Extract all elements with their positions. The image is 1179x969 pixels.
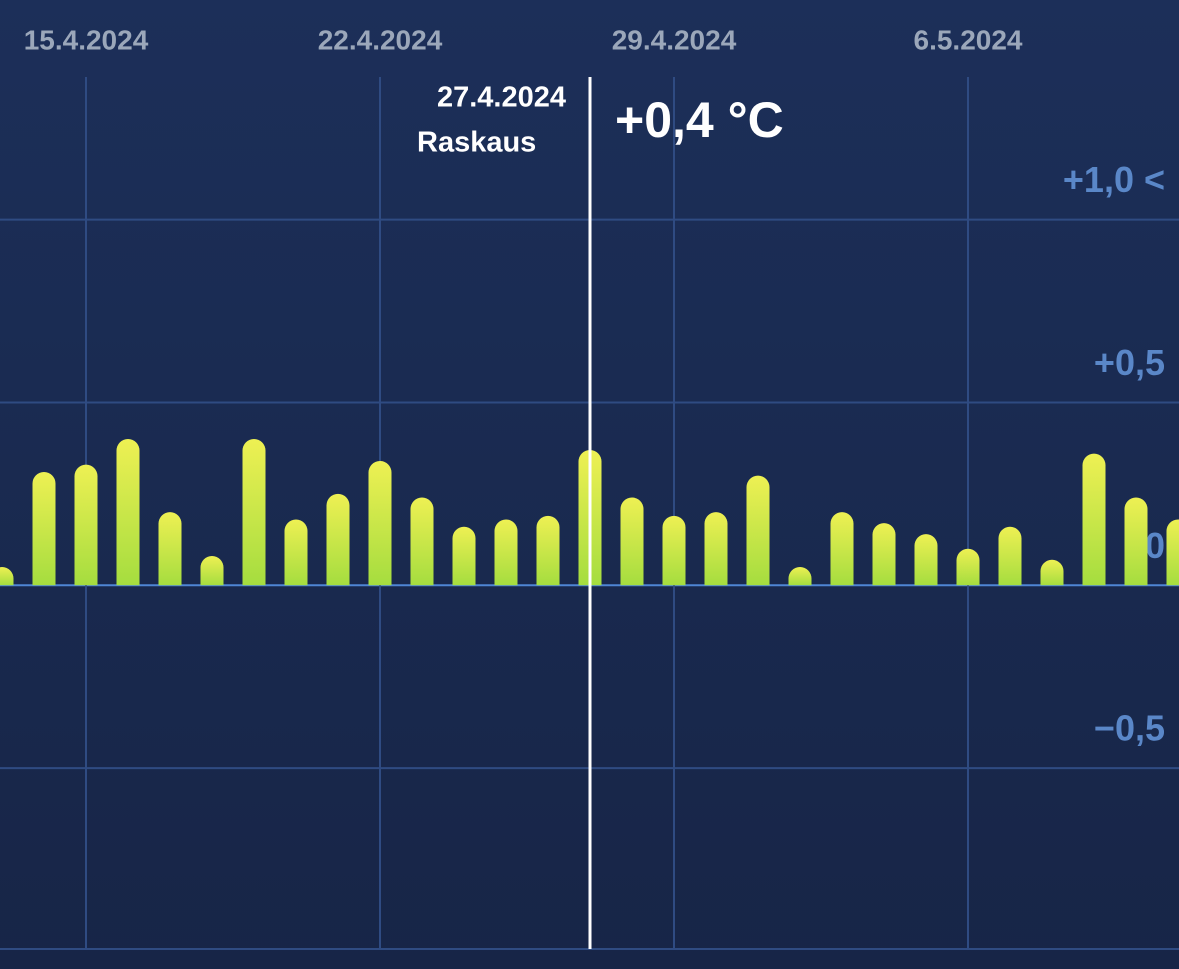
bar — [410, 497, 434, 586]
bar — [872, 523, 896, 586]
bar — [746, 475, 770, 586]
bar — [788, 567, 812, 586]
x-tick-label: 15.4.2024 — [24, 24, 149, 55]
bar — [830, 512, 854, 586]
y-tick-label: +0,5 — [1094, 342, 1165, 383]
x-tick-label: 29.4.2024 — [612, 24, 737, 55]
bar — [368, 460, 392, 586]
bar — [116, 439, 140, 586]
bar — [0, 567, 14, 586]
bar — [284, 519, 308, 586]
bar — [74, 464, 98, 586]
y-tick-label: −0,5 — [1094, 708, 1165, 749]
bar — [326, 493, 350, 586]
bar — [536, 515, 560, 586]
bar — [1082, 453, 1106, 586]
bar — [704, 512, 728, 586]
bar — [452, 526, 476, 586]
bar — [1040, 559, 1064, 586]
bar — [998, 526, 1022, 586]
tooltip-date: 27.4.2024 — [437, 82, 566, 114]
bar — [494, 519, 518, 586]
bar — [200, 556, 224, 586]
x-tick-label: 22.4.2024 — [318, 24, 443, 55]
y-tick-label: +1,0 < — [1063, 159, 1165, 200]
bar — [914, 534, 938, 586]
tooltip-annotation: Raskaus — [417, 127, 536, 159]
bar — [956, 548, 980, 586]
bar — [662, 515, 686, 586]
bar — [620, 497, 644, 586]
tooltip-value: +0,4 °C — [615, 92, 784, 148]
bar — [242, 439, 266, 586]
bar — [1124, 497, 1148, 586]
bar — [32, 471, 56, 586]
x-tick-label: 6.5.2024 — [914, 24, 1023, 55]
bar — [158, 512, 182, 586]
bar — [1166, 519, 1179, 586]
